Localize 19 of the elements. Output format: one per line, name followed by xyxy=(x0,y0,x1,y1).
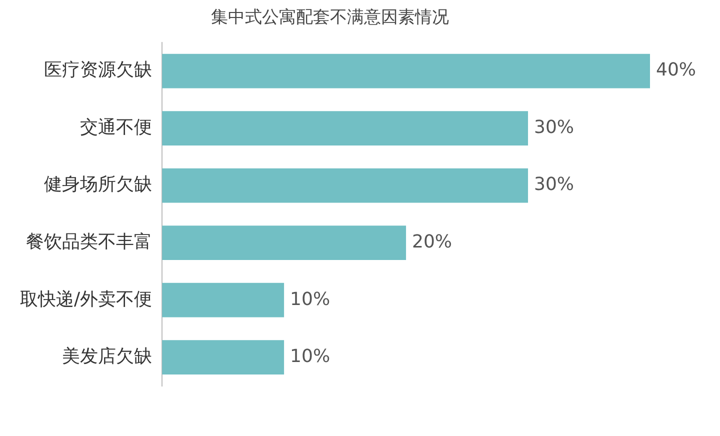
data-label: 30% xyxy=(534,116,574,138)
y-tick-label: 取快递/外卖不便 xyxy=(20,288,152,310)
chart-title: 集中式公寓配套不满意因素情况 xyxy=(211,8,449,28)
data-label: 10% xyxy=(290,288,330,310)
bar xyxy=(162,226,406,260)
y-tick-label: 医疗资源欠缺 xyxy=(44,60,152,81)
y-tick-label: 餐饮品类不丰富 xyxy=(26,232,152,253)
bar xyxy=(162,168,528,203)
y-tick-label: 健身场所欠缺 xyxy=(44,174,152,196)
bar xyxy=(162,54,650,88)
data-label: 30% xyxy=(534,174,574,196)
bar xyxy=(162,111,528,146)
y-tick-label: 美发店欠缺 xyxy=(62,346,152,368)
data-label: 10% xyxy=(290,346,330,368)
data-label: 40% xyxy=(656,60,696,81)
data-label: 20% xyxy=(412,232,452,253)
bar xyxy=(162,282,284,318)
bar xyxy=(162,340,284,375)
y-tick-label: 交通不便 xyxy=(80,116,152,138)
